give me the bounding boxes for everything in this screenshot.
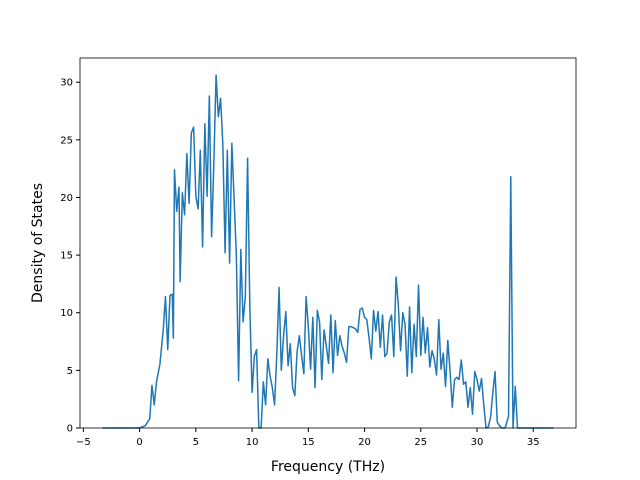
x-tick-label: 30 [471,437,484,448]
x-tick-label: −5 [76,437,91,448]
y-tick-label: 25 [60,135,73,146]
x-tick-label: 5 [193,437,199,448]
x-tick-label: 10 [246,437,259,448]
line-series [102,74,554,429]
x-tick-label: 35 [527,437,540,448]
y-tick-label: 5 [67,366,73,377]
y-tick-label: 15 [60,251,73,262]
x-tick-label: 20 [358,437,371,448]
y-tick-label: 0 [67,424,73,435]
x-tick-label: 25 [414,437,427,448]
y-tick-label: 10 [60,308,73,319]
x-tick-label: 15 [302,437,315,448]
y-axis-label: Density of States [30,183,46,303]
x-axis-label: Frequency (THz) [271,459,385,475]
y-tick-label: 30 [60,78,73,89]
x-tick-label: 0 [136,437,142,448]
y-tick-label: 20 [60,193,73,204]
plot-frame [79,57,577,429]
